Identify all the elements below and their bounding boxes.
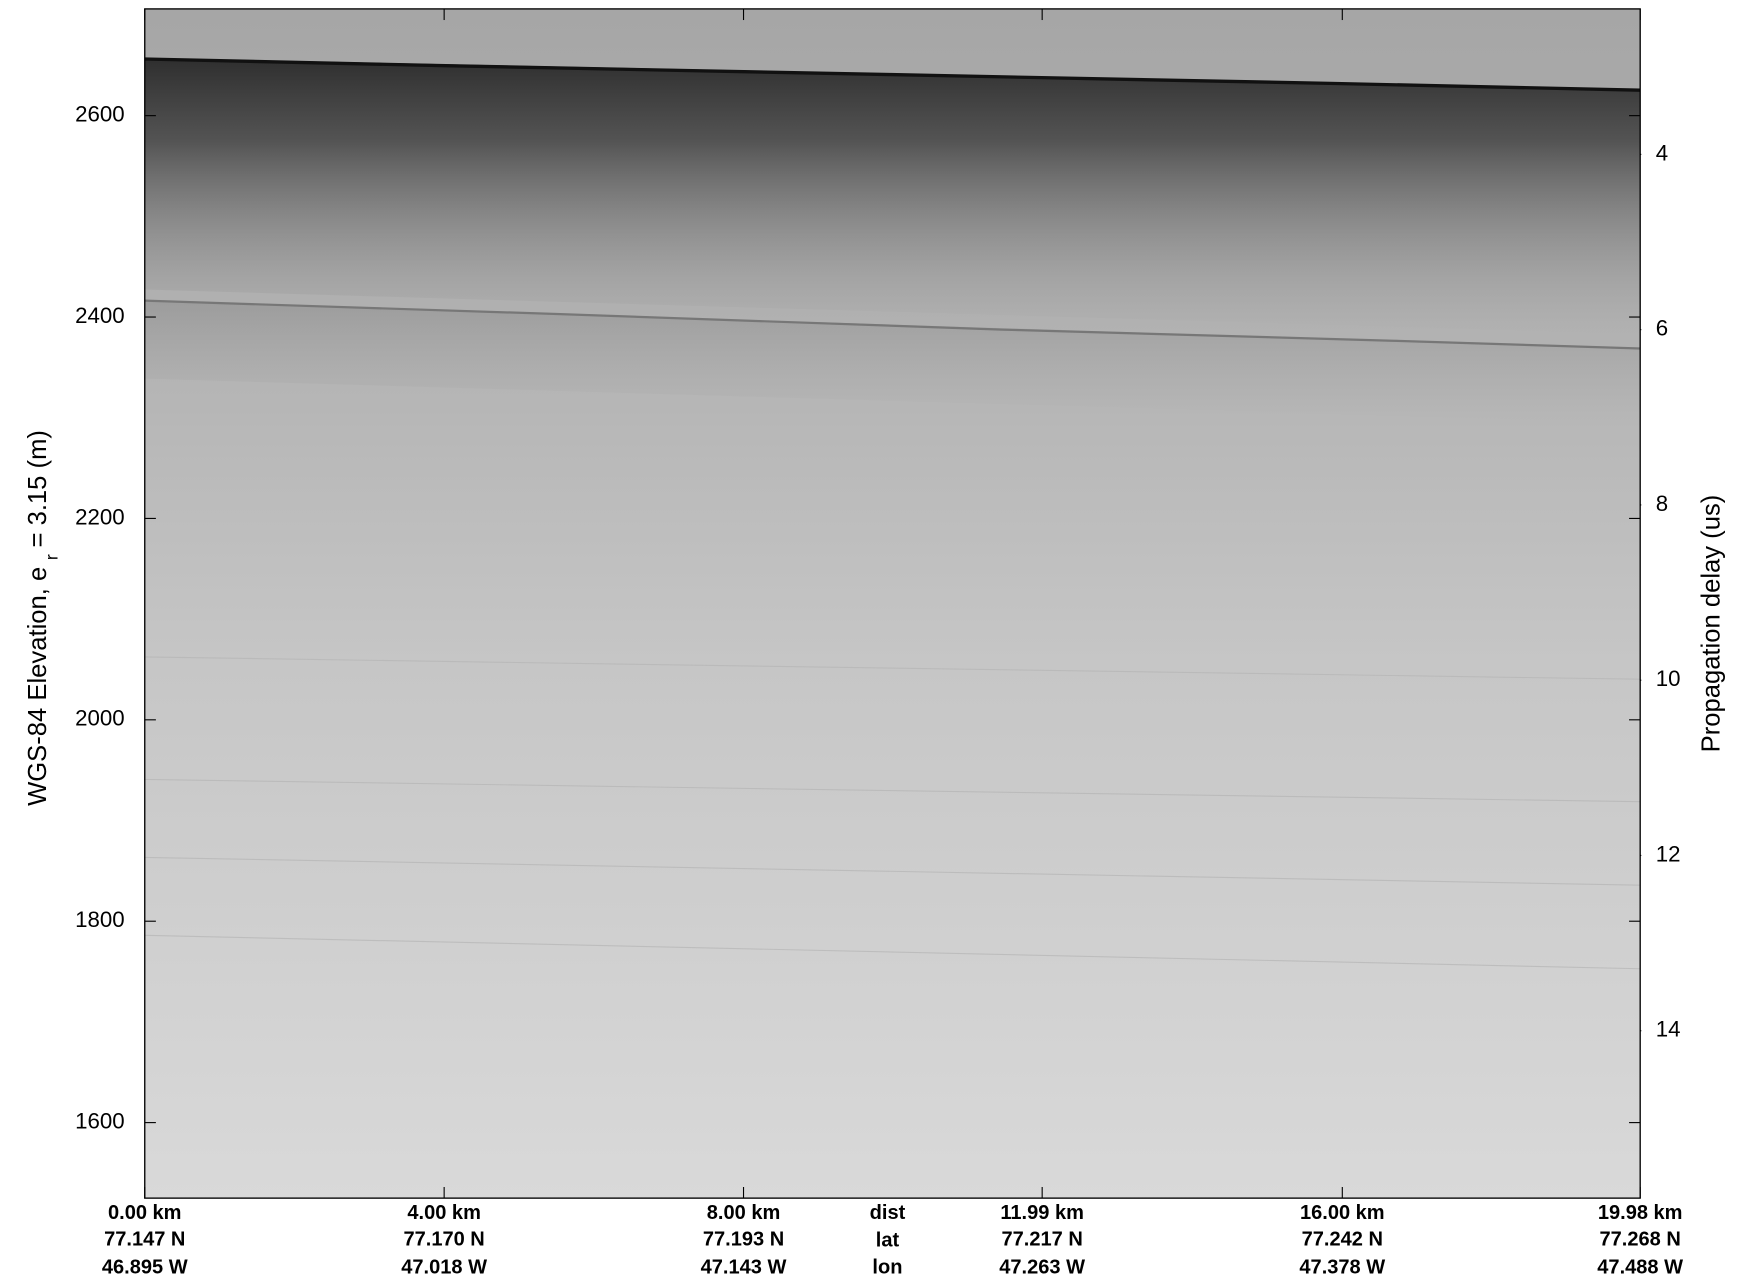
x-tick-label: 11.99 km: [1000, 1202, 1084, 1224]
lon-label: 46.895 W: [102, 1257, 188, 1276]
y-axis-label-sub: r: [41, 554, 61, 560]
x-tick-label: 4.00 km: [407, 1202, 481, 1224]
plot-frame: [144, 8, 1641, 1199]
y-axis-label: WGS-84 Elevation, e r = 3.15 (m): [24, 430, 61, 806]
y2-tick-label: 8: [1656, 491, 1668, 516]
y2-tick-label: 6: [1656, 316, 1668, 341]
y-tick-label: 1800: [75, 907, 125, 932]
lat-label: 77.170 N: [403, 1229, 484, 1251]
y-tick-label: 1600: [75, 1108, 125, 1133]
faint-layers: [144, 656, 1641, 970]
lat-label: 77.217 N: [1002, 1229, 1083, 1251]
lon-label: 47.143 W: [701, 1257, 787, 1276]
y2-tick-label: 4: [1656, 140, 1668, 165]
lat-label: 77.147 N: [104, 1229, 185, 1251]
x-tick-label: 8.00 km: [707, 1202, 781, 1224]
x-tick-label: 19.98 km: [1598, 1202, 1683, 1224]
y2-tick-label: 12: [1656, 841, 1681, 866]
y-axis-label-end: = 3.15 (m): [24, 430, 52, 547]
lon-label: 47.378 W: [1299, 1257, 1385, 1276]
lon-label: 47.263 W: [999, 1257, 1085, 1276]
x-tick-label: 0.00 km: [108, 1202, 182, 1224]
surface-reflection: [144, 57, 1641, 92]
lon-label: 47.018 W: [401, 1257, 487, 1276]
lat-label: 77.193 N: [703, 1229, 784, 1251]
lat-label: 77.268 N: [1600, 1229, 1681, 1251]
lat-label: 77.242 N: [1302, 1229, 1383, 1251]
surface-band: [144, 57, 1641, 335]
y-tick-label: 2000: [75, 706, 125, 731]
y-tick-label: 2600: [75, 102, 125, 127]
row-label: lon: [872, 1257, 902, 1276]
y-tick-label: 2200: [75, 504, 125, 529]
lon-label: 47.488 W: [1597, 1257, 1683, 1276]
y2-tick-label: 10: [1656, 666, 1681, 691]
plot-area: WGS-84 Elevation, e r = 3.15 (m) Propagati…: [24, 8, 1725, 1276]
internal-layer: [144, 299, 1641, 350]
row-label: dist: [870, 1202, 906, 1224]
y-axis-label-main: WGS-84 Elevation, e: [24, 567, 52, 806]
x-tick-label: 16.00 km: [1300, 1202, 1385, 1224]
row-label: lat: [876, 1229, 900, 1251]
y2-axis-label: Propagation delay (us): [1697, 495, 1725, 753]
y-tick-label: 2400: [75, 303, 125, 328]
internal-layer-band: [144, 300, 1641, 424]
y2-tick-label: 14: [1656, 1017, 1681, 1042]
